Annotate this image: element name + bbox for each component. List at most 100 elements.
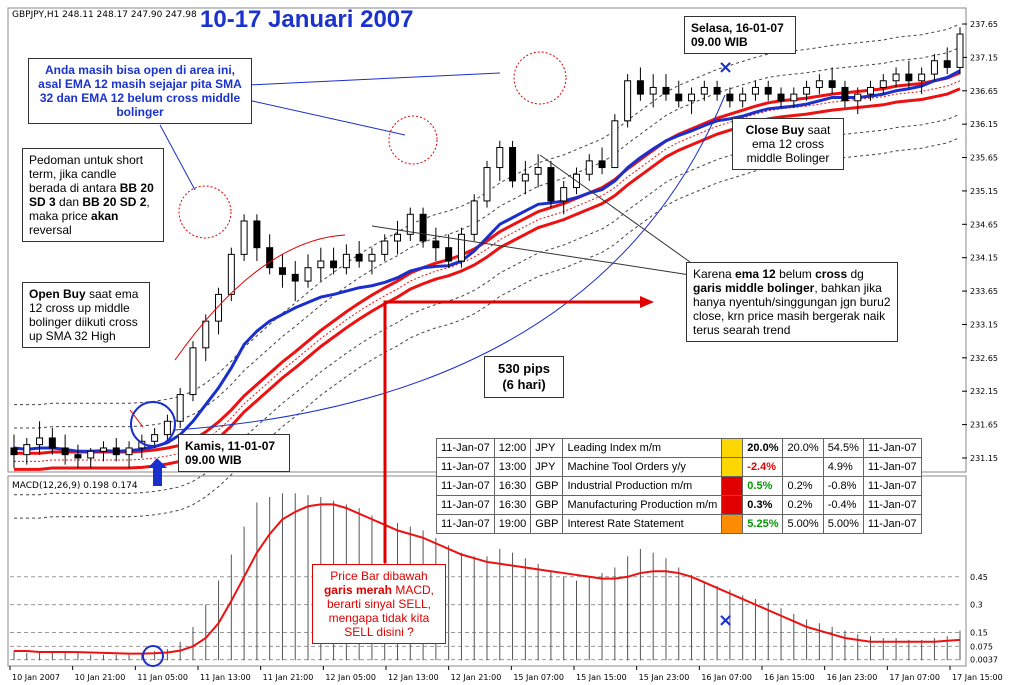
candle-body: [662, 86, 670, 95]
impact-swatch: [721, 495, 744, 515]
event-time: 16:30: [493, 476, 532, 496]
event-previous: -0.8%: [822, 476, 864, 496]
event-row: 11-Jan-07 19:00 GBP Interest Rate Statement…: [436, 514, 922, 534]
price-tick-label: 236.65: [970, 87, 998, 96]
candle-body: [445, 247, 453, 262]
candle-body: [828, 80, 836, 88]
arrow-line: [247, 99, 406, 136]
event-date: 11-Jan-07: [436, 438, 495, 458]
candle-body: [636, 80, 644, 95]
candle-body: [585, 160, 593, 175]
candle-body: [777, 93, 785, 102]
candle-body: [483, 167, 491, 202]
bb-upper-sd2: [14, 46, 961, 429]
candle-body: [36, 437, 44, 446]
area-note: Anda masih bisa open di area ini, asal E…: [28, 58, 252, 124]
candle-body: [892, 73, 900, 82]
selasa-note: Selasa, 16-01-07 09.00 WIB: [684, 16, 796, 54]
arrow-line: [159, 124, 196, 191]
candle-body: [394, 233, 402, 242]
event-row: 11-Jan-07 16:30 GBP Manufacturing Productio…: [436, 495, 922, 515]
kamis-note: Kamis, 11-01-07 09.00 WIB: [178, 434, 290, 472]
entry-circle: [130, 401, 176, 447]
candle-body: [10, 447, 18, 456]
macd-tick-label: 0.0037: [970, 656, 998, 665]
pips-curve: [174, 94, 726, 431]
price-tick-label: 234.15: [970, 254, 998, 263]
event-actual: 5.25%: [742, 514, 784, 534]
candle-body: [815, 80, 823, 88]
event-name: Interest Rate Statement: [562, 514, 723, 534]
candle-body: [470, 200, 478, 235]
event-cur: JPY: [530, 438, 564, 458]
candle-body: [368, 253, 376, 262]
candle-body: [547, 167, 555, 202]
red-arrowhead: [640, 296, 654, 308]
candle-body: [649, 86, 657, 95]
candle-body: [23, 444, 31, 456]
event-date2: 11-Jan-07: [862, 514, 922, 534]
candle-body: [266, 247, 274, 269]
time-tick-label: 11 Jan 13:00: [200, 673, 251, 682]
arrow-line: [174, 234, 346, 361]
price-tick-label: 231.15: [970, 454, 998, 463]
event-name: Leading Index m/m: [562, 438, 723, 458]
open-buy-note: Open Buy saat ema 12 cross up middle bol…: [22, 282, 150, 348]
candle-body: [74, 454, 82, 459]
price-tick-label: 234.65: [970, 220, 998, 229]
time-tick-label: 16 Jan 07:00: [701, 673, 752, 682]
event-cur: GBP: [530, 495, 564, 515]
event-cur: GBP: [530, 476, 564, 496]
arrow-line: [247, 72, 501, 86]
candle-body: [611, 120, 619, 169]
candle-body: [163, 420, 171, 436]
candle-body: [291, 273, 299, 282]
karena-note: Karena ema 12 belum cross dg garis middl…: [686, 262, 898, 342]
candle-body: [854, 93, 862, 102]
candle-body: [215, 293, 223, 322]
event-forecast: [782, 457, 824, 477]
event-time: 12:00: [493, 438, 532, 458]
candle-body: [227, 253, 235, 295]
candle-body: [726, 93, 734, 102]
arrow-line: [539, 154, 691, 263]
impact-swatch: [721, 476, 744, 496]
candle-body: [355, 253, 363, 262]
time-tick-label: 15 Jan 07:00: [513, 673, 564, 682]
time-tick-label: 10 Jan 2007: [12, 673, 60, 682]
candle-body: [112, 447, 120, 456]
time-tick-label: 16 Jan 23:00: [827, 673, 878, 682]
exit-x-marker: ×: [718, 57, 733, 78]
event-actual: 0.3%: [742, 495, 784, 515]
candle-body: [419, 213, 427, 242]
red-callout-line: [383, 300, 640, 563]
chart-title: 10-17 Januari 2007: [200, 6, 414, 33]
exit-x-marker: ×: [718, 610, 733, 631]
price-tick-label: 233.15: [970, 320, 998, 329]
candle-body: [521, 173, 529, 182]
candle-body: [381, 240, 389, 255]
event-row: 11-Jan-07 13:00 JPY Machine Tool Orders y/y…: [436, 457, 922, 477]
event-date2: 11-Jan-07: [862, 438, 922, 458]
candle-body: [240, 220, 248, 255]
time-tick-label: 12 Jan 21:00: [451, 673, 502, 682]
candle-body: [688, 93, 696, 102]
arrow-line: [371, 225, 691, 276]
sma32-high-line: [14, 71, 961, 455]
candle-body: [790, 93, 798, 102]
economic-events-table: 11-Jan-07 12:00 JPY Leading Index m/m 20.0% 2…: [436, 438, 922, 534]
macd-header: MACD(12,26,9) 0.198 0.174: [12, 481, 138, 491]
candle-body: [918, 73, 926, 82]
time-tick-label: 15 Jan 23:00: [639, 673, 690, 682]
event-row: 11-Jan-07 16:30 GBP Industrial Production m…: [436, 476, 922, 496]
candle-body: [751, 86, 759, 95]
event-previous: 4.9%: [822, 457, 864, 477]
macd-signal-line: [14, 503, 961, 655]
bb-middle-line: [14, 80, 961, 462]
event-actual: 20.0%: [742, 438, 784, 458]
candle-body: [509, 147, 517, 182]
candle-body: [956, 33, 964, 68]
event-forecast: 0.2%: [782, 476, 824, 496]
candle-body: [598, 160, 606, 169]
macd-histogram: [13, 493, 961, 661]
